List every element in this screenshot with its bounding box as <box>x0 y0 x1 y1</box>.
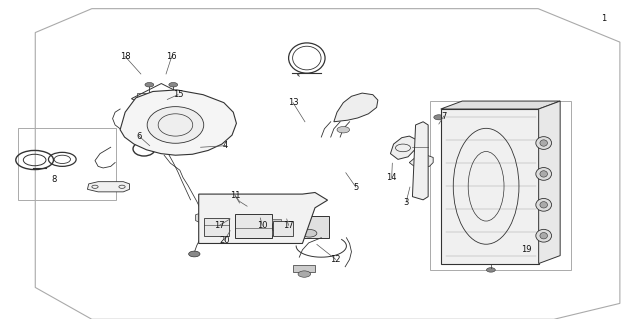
Polygon shape <box>391 136 416 159</box>
Polygon shape <box>198 193 328 244</box>
Bar <box>18 128 116 200</box>
Text: 17: 17 <box>284 221 294 230</box>
Circle shape <box>298 271 311 277</box>
Text: 8: 8 <box>52 175 57 184</box>
Bar <box>272 219 281 223</box>
Ellipse shape <box>540 171 547 177</box>
Text: 5: 5 <box>353 183 358 192</box>
Ellipse shape <box>540 233 547 239</box>
Polygon shape <box>413 122 428 200</box>
Circle shape <box>434 115 444 120</box>
Bar <box>293 265 315 272</box>
Bar <box>430 101 571 270</box>
Circle shape <box>169 83 178 87</box>
Text: 15: 15 <box>173 90 183 99</box>
Text: 19: 19 <box>522 245 532 254</box>
Text: 12: 12 <box>331 255 341 264</box>
Polygon shape <box>539 101 560 264</box>
Bar <box>290 216 329 238</box>
Ellipse shape <box>540 202 547 208</box>
Bar <box>203 218 229 236</box>
Text: 1: 1 <box>602 14 607 23</box>
Circle shape <box>486 268 495 272</box>
Text: 11: 11 <box>230 191 241 200</box>
Bar <box>441 109 539 264</box>
Polygon shape <box>441 101 560 109</box>
Text: 14: 14 <box>386 173 397 182</box>
Bar <box>273 220 293 236</box>
Polygon shape <box>334 93 378 122</box>
Circle shape <box>145 83 154 87</box>
Circle shape <box>188 251 200 257</box>
Ellipse shape <box>536 229 551 242</box>
Circle shape <box>337 126 350 133</box>
Polygon shape <box>195 212 215 224</box>
Circle shape <box>457 127 462 131</box>
Text: 10: 10 <box>257 221 268 230</box>
Ellipse shape <box>540 140 547 146</box>
Text: 3: 3 <box>403 197 409 206</box>
Ellipse shape <box>536 137 551 149</box>
Circle shape <box>302 229 317 237</box>
Ellipse shape <box>536 198 551 211</box>
Text: 13: 13 <box>288 98 299 107</box>
Text: 20: 20 <box>219 236 230 245</box>
Bar <box>137 92 185 109</box>
Bar <box>272 230 281 235</box>
Ellipse shape <box>147 107 203 143</box>
Polygon shape <box>88 182 130 192</box>
Text: 4: 4 <box>223 141 228 150</box>
Polygon shape <box>410 155 433 168</box>
Polygon shape <box>120 90 236 155</box>
Text: 6: 6 <box>136 132 142 140</box>
Ellipse shape <box>536 168 551 180</box>
Text: 18: 18 <box>120 52 130 61</box>
Text: 17: 17 <box>214 221 225 230</box>
Text: 16: 16 <box>166 52 177 61</box>
Bar <box>235 214 272 238</box>
Text: 7: 7 <box>441 112 447 121</box>
